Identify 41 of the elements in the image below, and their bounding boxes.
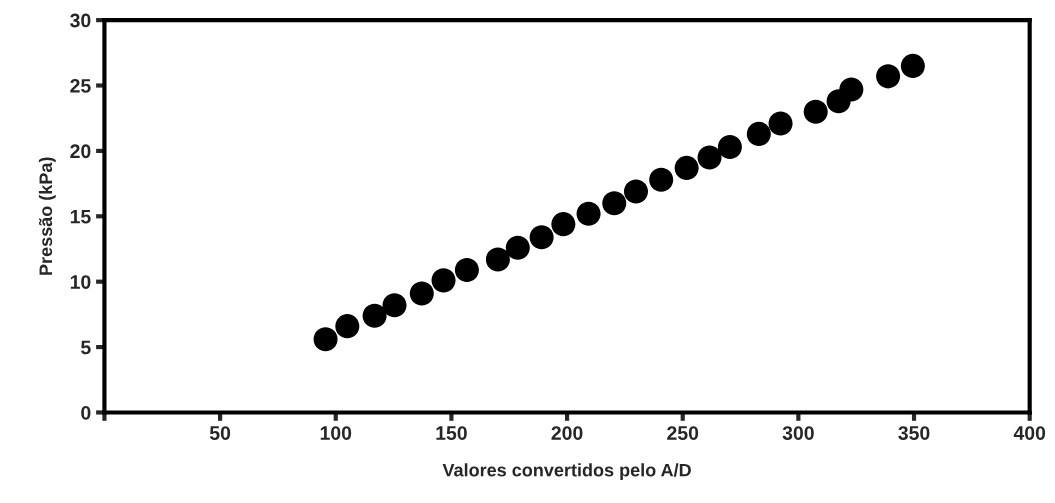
- point: [900, 53, 925, 78]
- x-tick-label: 400: [1013, 426, 1046, 440]
- x-tick-label: 50: [209, 426, 231, 440]
- point: [431, 268, 456, 293]
- point: [623, 179, 649, 204]
- point: [505, 235, 530, 260]
- x-tick-label: 300: [782, 426, 814, 440]
- y-tick-label: 30: [70, 13, 91, 28]
- point: [313, 327, 338, 352]
- point: [454, 257, 479, 282]
- point: [746, 121, 771, 146]
- point: [768, 111, 793, 136]
- point: [839, 77, 864, 102]
- point: [409, 281, 434, 306]
- x-tick-label: 200: [551, 426, 583, 440]
- point: [362, 303, 387, 328]
- y-tick-label: 15: [70, 209, 91, 224]
- point: [551, 212, 576, 237]
- y-tick-label: 10: [70, 275, 91, 289]
- point: [649, 167, 674, 192]
- x-axis-title: Valores convertidos pelo A/D: [442, 463, 691, 481]
- y-tick-label: 20: [70, 144, 91, 159]
- x-tick-label: 350: [898, 426, 930, 440]
- point: [602, 191, 627, 216]
- point: [674, 155, 699, 180]
- x-tick-label: 100: [320, 426, 352, 440]
- y-tick-label: 5: [81, 340, 91, 355]
- y-tick-label: 0: [81, 405, 91, 420]
- point: [697, 145, 722, 170]
- x-tick-label: 150: [436, 426, 467, 440]
- point: [382, 293, 407, 318]
- point: [876, 64, 901, 89]
- x-tick-label: 250: [667, 426, 699, 440]
- point: [576, 201, 601, 226]
- y-tick-label: 25: [70, 78, 91, 93]
- point: [529, 225, 554, 250]
- point: [335, 314, 360, 339]
- y-axis-title: Pressão (kPa): [38, 157, 56, 275]
- point: [803, 99, 828, 124]
- point: [485, 247, 510, 272]
- point: [717, 134, 742, 159]
